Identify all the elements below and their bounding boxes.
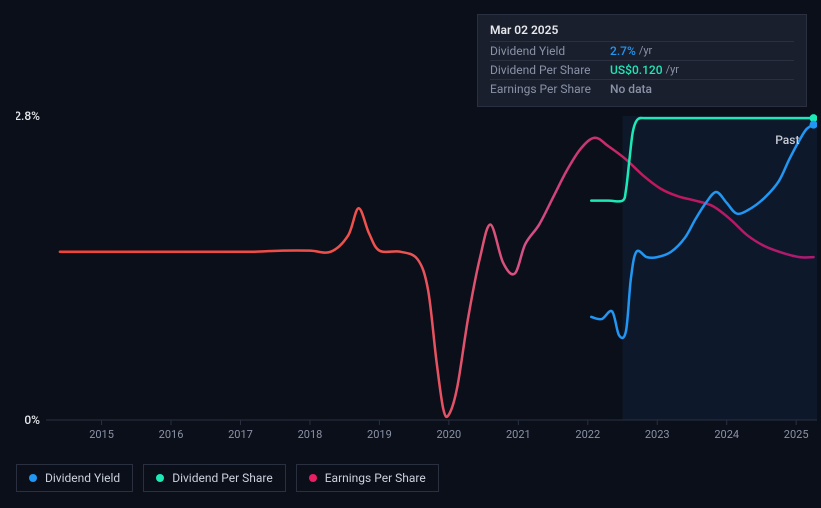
tooltip-row: Earnings Per ShareNo data <box>490 79 794 98</box>
tooltip-label: Dividend Per Share <box>490 63 610 77</box>
svg-text:2024: 2024 <box>714 428 739 441</box>
svg-text:2021: 2021 <box>506 428 531 441</box>
svg-text:2025: 2025 <box>784 428 809 441</box>
svg-text:2016: 2016 <box>159 428 184 441</box>
legend-item-earnings-per-share[interactable]: Earnings Per Share <box>296 464 439 492</box>
tooltip-value: US$0.120 <box>610 63 663 77</box>
tooltip-label: Earnings Per Share <box>490 82 610 96</box>
legend-label: Dividend Yield <box>45 471 120 485</box>
tooltip-date: Mar 02 2025 <box>490 23 794 41</box>
svg-text:2023: 2023 <box>645 428 670 441</box>
chart-area: 2015 2016 2017 2018 2019 2020 2021 2022 2023 2024… <box>16 110 817 448</box>
svg-text:2015: 2015 <box>89 428 114 441</box>
legend-dot-icon <box>29 474 37 482</box>
svg-text:2020: 2020 <box>436 428 461 441</box>
tooltip-label: Dividend Yield <box>490 44 610 58</box>
svg-text:2.8%: 2.8% <box>16 110 40 123</box>
legend-dot-icon <box>156 474 164 482</box>
legend-item-dividend-yield[interactable]: Dividend Yield <box>16 464 133 492</box>
chart-tooltip: Mar 02 2025 Dividend Yield2.7%/yrDividen… <box>477 14 807 107</box>
past-label: Past <box>775 133 799 147</box>
svg-text:2018: 2018 <box>298 428 323 441</box>
tooltip-row: Dividend Yield2.7%/yr <box>490 41 794 60</box>
tooltip-unit: /yr <box>666 63 679 77</box>
legend-label: Earnings Per Share <box>325 471 426 485</box>
svg-text:2019: 2019 <box>367 428 392 441</box>
chart-legend: Dividend Yield Dividend Per Share Earnings… <box>16 464 439 492</box>
tooltip-value: 2.7% <box>610 44 636 58</box>
tooltip-row: Dividend Per ShareUS$0.120/yr <box>490 60 794 79</box>
svg-text:2017: 2017 <box>228 428 253 441</box>
svg-text:0%: 0% <box>24 413 40 427</box>
legend-label: Dividend Per Share <box>172 471 273 485</box>
legend-item-dividend-per-share[interactable]: Dividend Per Share <box>143 464 286 492</box>
legend-dot-icon <box>309 474 317 482</box>
tooltip-value: No data <box>610 82 652 96</box>
tooltip-unit: /yr <box>639 44 652 58</box>
timeseries-chart: 2015 2016 2017 2018 2019 2020 2021 2022 2023 2024… <box>16 110 817 448</box>
svg-text:2022: 2022 <box>575 428 600 441</box>
